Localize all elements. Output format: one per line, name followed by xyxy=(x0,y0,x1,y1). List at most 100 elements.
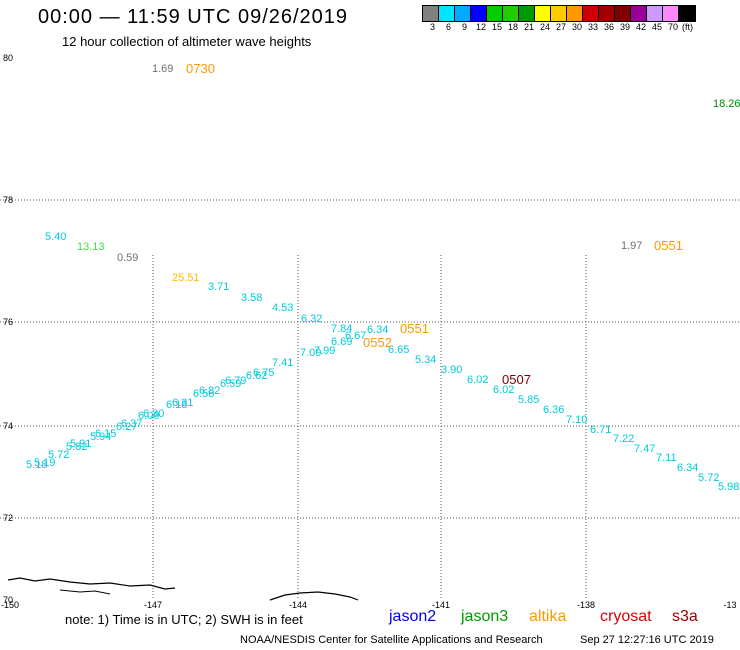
color-legend-labels: 3 6 9 12 15 18 21 24 27 30 33 36 39 42 45 70 (ft) xyxy=(422,22,740,34)
wave-height-value: 6.82 xyxy=(199,385,220,397)
pass-time-labels: 0730 0551 0551 0552 0507 xyxy=(186,61,683,387)
satellite-cryosat: cryosat xyxy=(600,608,652,625)
wave-height-value: 3.90 xyxy=(441,364,462,376)
wave-height-value: 6.34 xyxy=(677,462,698,474)
legend-swatch xyxy=(631,6,647,21)
wave-height-value: 6.18 xyxy=(166,399,187,411)
legend-swatch xyxy=(679,6,695,21)
legend-swatch xyxy=(439,6,455,21)
longitude-tick-label: -141 xyxy=(432,600,450,610)
coastline-segment xyxy=(7,577,176,590)
wave-height-value: 5.34 xyxy=(415,354,436,366)
legend-label: (ft) xyxy=(682,22,693,32)
legend-swatch xyxy=(599,6,615,21)
latitude-tick-label: 70 xyxy=(3,595,13,605)
wave-height-value: 7.47 xyxy=(634,443,655,455)
legend-swatch xyxy=(423,6,439,21)
satellite-s3a: s3a xyxy=(672,608,698,625)
legend-swatch xyxy=(535,6,551,21)
legend-label: 30 xyxy=(572,22,583,32)
wave-height-value: 6.56 xyxy=(193,388,214,400)
legend-label: 39 xyxy=(620,22,631,32)
wave-height-value: 1.69 xyxy=(152,63,173,75)
legend-label: 21 xyxy=(524,22,535,32)
legend-label: 6 xyxy=(446,22,452,32)
wave-height-value: 5.85 xyxy=(518,394,539,406)
wave-height-value: 6.62 xyxy=(246,370,267,382)
legend-swatch xyxy=(503,6,519,21)
longitude-tick-label: -138 xyxy=(577,600,595,610)
legend-swatch xyxy=(583,6,599,21)
wave-height-value: 6.02 xyxy=(493,384,514,396)
axis-labels: 80 78 76 74 72 70-150 -147 -144 -141 -138 -13 xyxy=(1,53,737,610)
legend-swatch xyxy=(647,6,663,21)
pass-time-label: 0551 xyxy=(400,321,429,336)
satellite-jason3: jason3 xyxy=(461,608,509,625)
wave-height-value: 6.31 xyxy=(172,397,193,409)
wave-height-value: 7.10 xyxy=(566,414,587,426)
legend-label: 3 xyxy=(430,22,436,32)
longitude-tick-label: -13 xyxy=(723,600,736,610)
legend-swatch xyxy=(471,6,487,21)
map-grid xyxy=(0,199,740,600)
wave-height-value: 0.59 xyxy=(117,252,138,264)
satellite-jason2: jason2 xyxy=(389,608,437,625)
wave-height-value: 6.37 xyxy=(121,418,142,430)
footer-timestamp: Sep 27 12:27:16 UTC 2019 xyxy=(580,634,714,646)
latitude-tick-label: 74 xyxy=(3,421,13,431)
longitude-tick-label: -147 xyxy=(144,600,162,610)
wave-height-value: 5.98 xyxy=(718,481,739,493)
wave-height-value: 6.69 xyxy=(331,336,352,348)
wave-height-value: 18.26 xyxy=(713,98,740,110)
wave-height-value: 7.99 xyxy=(314,345,335,357)
wave-height-value: 4.53 xyxy=(272,302,293,314)
legend-swatch xyxy=(551,6,567,21)
wave-height-value: 13.13 xyxy=(77,241,105,253)
wave-height-value: 6.32 xyxy=(301,313,322,325)
legend-label: 15 xyxy=(492,22,503,32)
legend-swatch xyxy=(615,6,631,21)
wave-height-value: 6.02 xyxy=(467,374,488,386)
legend-swatch xyxy=(455,6,471,21)
latitude-tick-label: 76 xyxy=(3,317,13,327)
pass-time-label: 0552 xyxy=(363,335,392,350)
legend-swatch xyxy=(487,6,503,21)
color-legend xyxy=(422,5,696,22)
coastline-segment xyxy=(269,591,359,601)
wave-height-value: 6.75 xyxy=(253,367,274,379)
wave-height-value: 6.36 xyxy=(543,404,564,416)
pass-time-label: 0730 xyxy=(186,61,215,76)
wave-height-value: 7.22 xyxy=(613,433,634,445)
wave-height-value: 5.94 xyxy=(90,431,111,443)
legend-label: 36 xyxy=(604,22,615,32)
legend-label: 12 xyxy=(476,22,487,32)
wave-height-value: 6.30 xyxy=(143,408,164,420)
footer-credit: NOAA/NESDIS Center for Satellite Applica… xyxy=(240,634,543,646)
wave-height-value: 6.79 xyxy=(225,375,246,387)
wave-height-value: 6.15 xyxy=(95,428,116,440)
latitude-tick-label: 72 xyxy=(3,513,13,523)
legend-label: 18 xyxy=(508,22,519,32)
legend-label: 45 xyxy=(652,22,663,32)
wave-height-value: 5.72 xyxy=(48,449,69,461)
wave-height-value: 6.71 xyxy=(590,424,611,436)
legend-label: 24 xyxy=(540,22,551,32)
wave-height-value: 6.67 xyxy=(345,330,366,342)
wave-height-value: 7.41 xyxy=(272,357,293,369)
wave-height-value: 1.97 xyxy=(621,240,642,252)
wave-height-value: 6.65 xyxy=(388,344,409,356)
wave-height-value: 7.09 xyxy=(300,347,321,359)
coastline-segment xyxy=(59,589,111,595)
legend-label: 9 xyxy=(462,22,468,32)
wave-height-value: 3.71 xyxy=(208,281,229,293)
wave-height-value: 5.82 xyxy=(66,441,87,453)
wave-height-value: 7.11 xyxy=(656,452,677,464)
legend-swatch xyxy=(519,6,535,21)
note-text: note: 1) Time is in UTC; 2) SWH is in fe… xyxy=(65,612,303,627)
latitude-tick-label: 80 xyxy=(3,53,13,63)
pass-time-label: 0551 xyxy=(654,238,683,253)
legend-label: 70 xyxy=(668,22,679,32)
coastline xyxy=(7,577,359,601)
